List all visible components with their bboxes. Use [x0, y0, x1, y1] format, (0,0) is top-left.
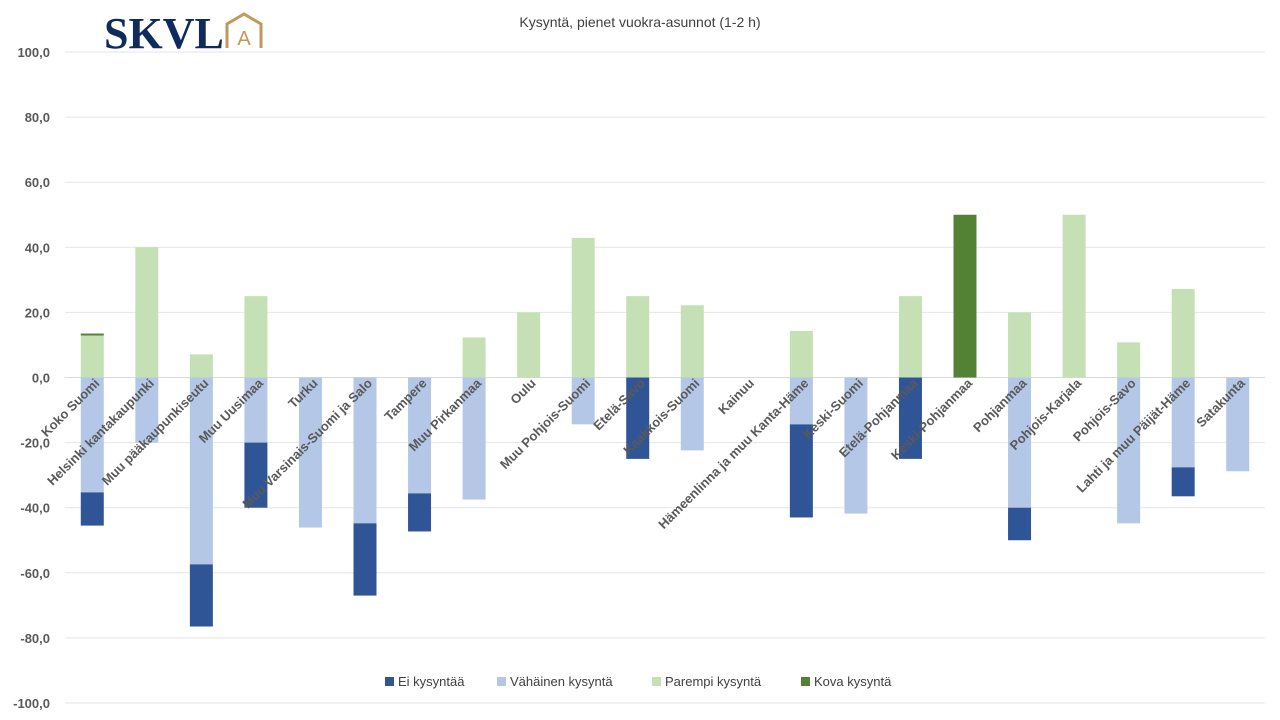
- bar-vahainen: [1171, 377, 1195, 468]
- y-tick-label: -40,0: [20, 501, 50, 516]
- legend-swatch-vahainen: [497, 677, 506, 686]
- bar-parempi: [244, 296, 268, 378]
- bar-parempi: [1008, 312, 1032, 378]
- bar-vahainen: [1117, 377, 1141, 524]
- bar-vahainen: [244, 377, 268, 443]
- bar-parempi: [80, 335, 104, 378]
- legend-label: Ei kysyntää: [398, 674, 465, 689]
- logo-text: SKVL: [104, 9, 224, 58]
- logo-badge: A: [237, 28, 251, 50]
- bar-ei: [408, 493, 432, 532]
- bar-parempi: [517, 312, 541, 378]
- bar-vahainen: [462, 377, 486, 500]
- legend-swatch-kova: [801, 677, 810, 686]
- y-tick-label: 100,0: [17, 45, 50, 60]
- bar-parempi: [680, 305, 704, 378]
- bar-vahainen: [353, 377, 377, 524]
- legend-swatch-ei: [385, 677, 394, 686]
- y-tick-label: -20,0: [20, 436, 50, 451]
- bar-ei: [353, 523, 377, 596]
- bar-vahainen: [1226, 377, 1250, 472]
- bar-parempi: [789, 330, 813, 378]
- bar-kova: [953, 214, 977, 378]
- bar-kova: [80, 333, 104, 336]
- bar-parempi: [1062, 214, 1086, 378]
- y-tick-label: 20,0: [25, 305, 50, 320]
- bar-parempi: [189, 354, 213, 378]
- bar-vahainen: [680, 377, 704, 451]
- x-tick-label: Kainuu: [715, 375, 757, 417]
- bar-vahainen: [1008, 377, 1032, 508]
- bar-vahainen: [135, 377, 159, 443]
- x-tick-label: Oulu: [507, 375, 539, 407]
- legend-label: Kova kysyntä: [814, 674, 892, 689]
- y-tick-label: 80,0: [25, 110, 50, 125]
- y-tick-label: -60,0: [20, 566, 50, 581]
- bar-ei: [80, 492, 104, 526]
- bar-parempi: [571, 237, 595, 378]
- bar-vahainen: [80, 377, 104, 493]
- bar-vahainen: [789, 377, 813, 425]
- bar-vahainen: [408, 377, 432, 494]
- legend-label: Vähäinen kysyntä: [510, 674, 613, 689]
- bar-ei: [626, 377, 650, 459]
- bar-ei: [898, 377, 922, 459]
- bar-ei: [189, 564, 213, 627]
- bar-ei: [789, 424, 813, 518]
- bar-parempi: [626, 296, 650, 378]
- y-tick-label: 40,0: [25, 240, 50, 255]
- bar-parempi: [462, 337, 486, 378]
- bar-vahainen: [844, 377, 868, 514]
- y-tick-label: -100,0: [13, 696, 50, 711]
- logo-house-icon: [225, 12, 263, 48]
- bar-parempi: [135, 247, 159, 378]
- bar-parempi: [898, 296, 922, 378]
- logo: SKVL A: [104, 9, 263, 58]
- bar-vahainen: [189, 377, 213, 565]
- bar-ei: [1171, 467, 1195, 497]
- bar-vahainen: [571, 377, 595, 425]
- y-tick-label: 60,0: [25, 175, 50, 190]
- bar-vahainen: [298, 377, 322, 528]
- bar-ei: [244, 442, 268, 508]
- legend-swatch-parempi: [652, 677, 661, 686]
- y-tick-label: -80,0: [20, 631, 50, 646]
- y-tick-label: 0,0: [32, 371, 50, 386]
- bar-parempi: [1171, 288, 1195, 378]
- bar-parempi: [1117, 342, 1141, 378]
- legend-label: Parempi kysyntä: [665, 674, 762, 689]
- chart-title: Kysyntä, pienet vuokra-asunnot (1-2 h): [519, 14, 760, 30]
- bar-ei: [1008, 507, 1032, 541]
